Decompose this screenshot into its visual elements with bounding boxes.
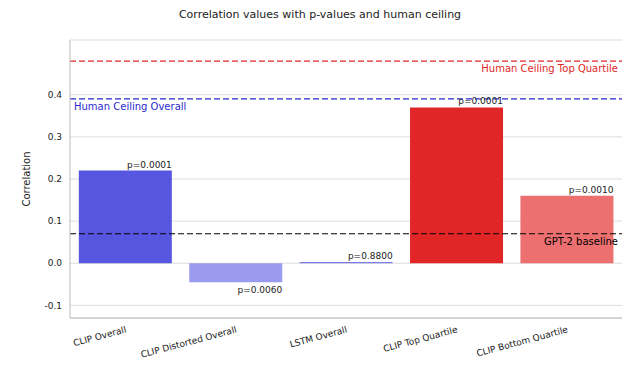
svg-text:-0.1: -0.1: [44, 301, 62, 311]
svg-text:p=0.0001: p=0.0001: [127, 160, 172, 170]
svg-text:p=0.0001: p=0.0001: [458, 96, 503, 106]
svg-text:p=0.8800: p=0.8800: [348, 251, 393, 261]
svg-text:CLIP Top Quartile: CLIP Top Quartile: [382, 324, 459, 354]
svg-text:GPT-2 baseline: GPT-2 baseline: [544, 236, 618, 247]
svg-text:LSTM Overall: LSTM Overall: [289, 324, 349, 349]
svg-text:Correlation: Correlation: [21, 151, 32, 206]
svg-text:Human Ceiling Top Quartile: Human Ceiling Top Quartile: [481, 63, 618, 74]
svg-text:p=0.0010: p=0.0010: [569, 185, 614, 195]
svg-text:p=0.0060: p=0.0060: [237, 285, 282, 295]
svg-text:0.1: 0.1: [48, 216, 62, 226]
html-text:Correlation values with p-valu: Correlation values with p-values and hum…: [178, 8, 462, 21]
svg-text:0.4: 0.4: [48, 90, 63, 100]
svg-text:CLIP Bottom Quartile: CLIP Bottom Quartile: [475, 324, 569, 358]
svg-text:CLIP Distorted Overall: CLIP Distorted Overall: [140, 324, 238, 359]
svg-text:CLIP Overall: CLIP Overall: [72, 324, 127, 348]
svg-text:0.0: 0.0: [48, 258, 63, 268]
svg-text:0.3: 0.3: [48, 132, 62, 142]
svg-text:0.2: 0.2: [48, 174, 62, 184]
svg-text:Human Ceiling Overall: Human Ceiling Overall: [74, 101, 186, 112]
